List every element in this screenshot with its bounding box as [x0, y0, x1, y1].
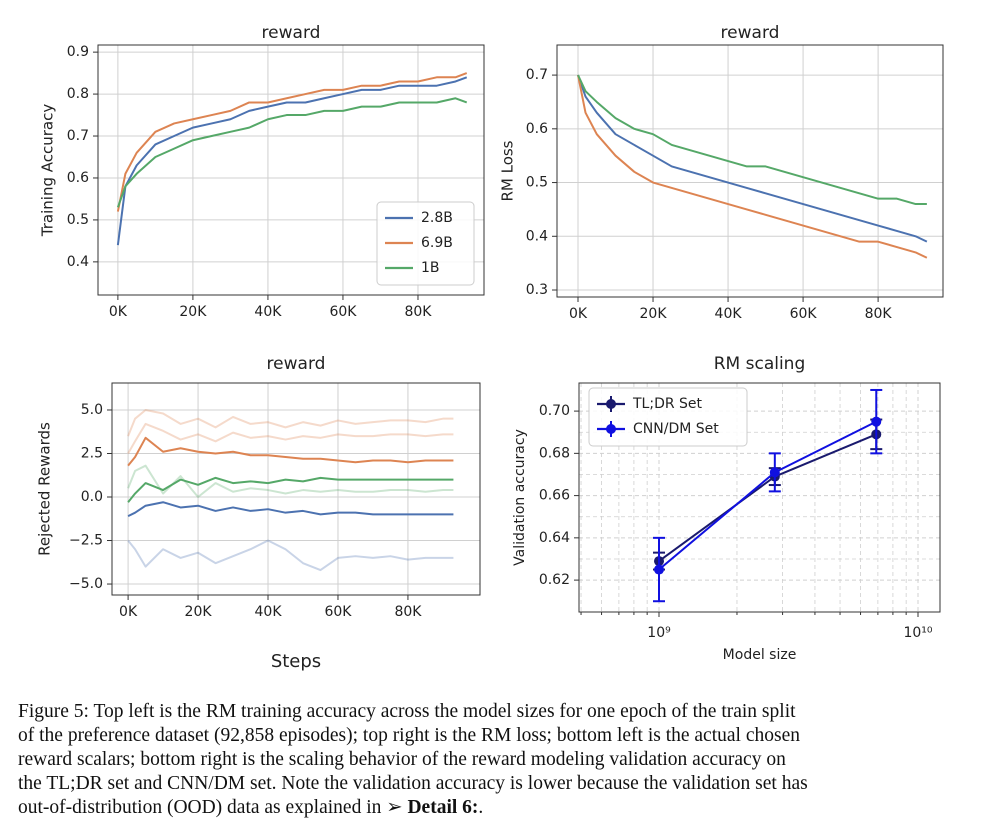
x-tick-label: 80K: [404, 304, 432, 320]
caption: Figure 5: Top left is the RM training ac…: [18, 700, 988, 820]
y-tick-label: 0.62: [539, 572, 570, 588]
caption-bold: Detail 6:: [407, 797, 479, 818]
x-tick-label: 10¹⁰: [903, 625, 932, 641]
x-axis-label: Model size: [723, 647, 797, 663]
chart-title: RM scaling: [714, 354, 806, 374]
series-line: [127, 476, 454, 503]
x-tick-label: 40K: [255, 604, 283, 620]
legend-label: TL;DR Set: [632, 396, 703, 412]
caption-text: .: [478, 797, 484, 818]
legend-label: 2.8B: [421, 210, 453, 226]
caption-line: Figure 5: Top left is the RM training ac…: [18, 701, 796, 722]
x-tick-label: 60K: [324, 604, 352, 620]
y-tick-label: 0.8: [67, 86, 89, 102]
axes-frame: [556, 44, 944, 298]
x-tick-label: 0K: [109, 304, 128, 320]
y-axis-label: RM Loss: [499, 140, 517, 201]
y-tick-label: 0.5: [526, 175, 548, 191]
x-tick-label: 0K: [569, 306, 588, 322]
marker: [654, 564, 665, 575]
series-line: [577, 74, 928, 243]
caption-line: of the preference dataset (92,858 episod…: [18, 725, 800, 746]
marker: [871, 416, 882, 427]
series-line: [127, 501, 454, 518]
y-tick-label: 0.0: [81, 489, 103, 505]
x-tick-label: 60K: [329, 304, 357, 320]
series-line: [127, 408, 454, 437]
chart-title: reward: [267, 354, 326, 374]
series-line: [116, 97, 468, 208]
legend-label: 1B: [421, 260, 440, 276]
series-line: [577, 74, 928, 259]
x-tick-label: 20K: [640, 306, 668, 322]
x-tick-label: 60K: [790, 306, 818, 322]
x-tick-label: 0K: [119, 604, 138, 620]
y-axis-label: Rejected Rewards: [36, 422, 54, 556]
y-tick-label: 0.6: [526, 121, 548, 137]
chart-title: reward: [721, 23, 780, 43]
marker: [769, 467, 780, 478]
series-line: [127, 436, 454, 467]
figure: 0K 20K 40K 60K 80K 0.4 0.5 0.6 0.7 0.8 0.9 reward Tr…: [36, 23, 944, 672]
y-tick-label: 0.4: [67, 254, 89, 270]
caption-line: the TL;DR set and CNN/DM set. Note the v…: [18, 773, 808, 794]
series-line: [116, 76, 468, 246]
chart-title: reward: [262, 23, 321, 43]
series-line: [127, 539, 454, 572]
y-tick-label: 0.4: [526, 228, 548, 244]
y-tick-label: 0.64: [539, 530, 570, 546]
y-axis-label: Training Accuracy: [39, 104, 57, 238]
y-tick-label: 0.3: [526, 282, 548, 298]
x-tick-label: 10⁹: [647, 625, 671, 641]
series-line: [116, 72, 468, 212]
y-axis-label: Validation accuracy: [512, 429, 528, 566]
y-tick-label: −2.5: [69, 533, 103, 549]
x-tick-label: 20K: [179, 304, 207, 320]
x-tick-label: 40K: [715, 306, 743, 322]
y-tick-label: 2.5: [81, 445, 103, 461]
x-tick-label: 80K: [394, 604, 422, 620]
x-tick-label: 40K: [254, 304, 282, 320]
x-tick-label: 80K: [865, 306, 893, 322]
y-tick-label: 5.0: [81, 402, 103, 418]
series-line: [577, 74, 927, 206]
y-tick-label: −5.0: [69, 576, 103, 592]
y-tick-label: 0.6: [67, 170, 89, 186]
y-tick-label: 0.5: [67, 212, 89, 228]
y-tick-label: 0.68: [539, 445, 570, 461]
x-tick-label: 20K: [185, 604, 213, 620]
y-tick-label: 0.70: [539, 403, 570, 419]
caption-line: reward scalars; bottom right is the scal…: [18, 749, 786, 770]
caption-text: out-of-distribution (OOD) data as explai…: [18, 797, 403, 818]
y-tick-label: 0.9: [67, 44, 89, 60]
axes-frame: [578, 382, 941, 613]
axes-frame: [111, 382, 481, 596]
series-line: [127, 422, 454, 454]
x-axis-label: Steps: [271, 651, 321, 672]
legend-box: [376, 201, 475, 286]
y-tick-label: 0.7: [67, 128, 89, 144]
y-tick-label: 0.7: [526, 67, 548, 83]
y-tick-label: 0.66: [539, 488, 570, 504]
legend-label: CNN/DM Set: [633, 421, 719, 437]
caption-line: out-of-distribution (OOD) data as explai…: [18, 796, 988, 820]
legend-box: [588, 387, 748, 447]
axes-frame: [97, 44, 485, 296]
legend-label: 6.9B: [421, 235, 453, 251]
